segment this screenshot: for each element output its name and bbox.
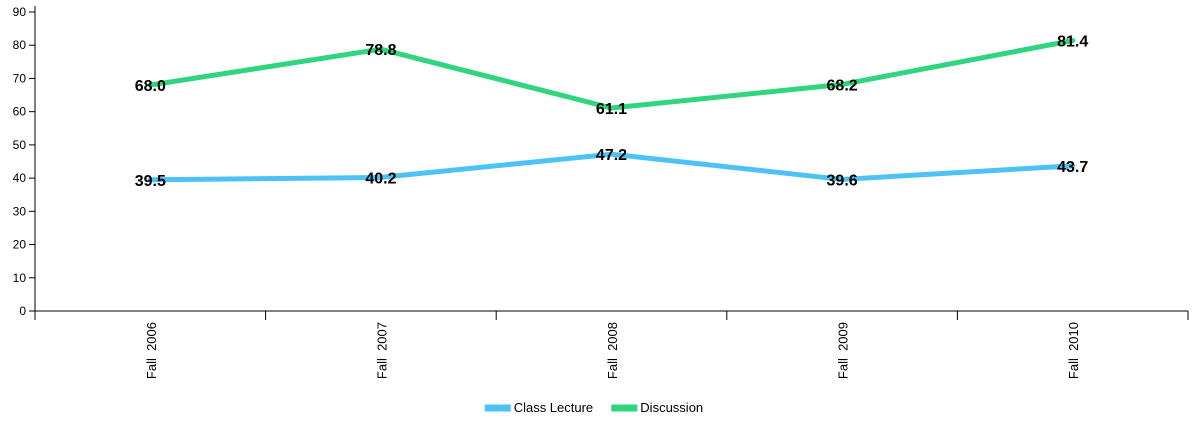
- data-point-class-lecture: [1070, 163, 1076, 169]
- y-tick-label: 30: [13, 204, 27, 218]
- legend-label-discussion: Discussion: [640, 400, 703, 415]
- data-label-class-lecture: 43.7: [1057, 159, 1088, 176]
- data-point-discussion: [609, 105, 614, 111]
- y-tick-label: 50: [13, 138, 27, 152]
- y-tick-label: 40: [13, 171, 27, 185]
- x-tick-label: Fall 2006: [144, 322, 159, 379]
- y-axis: 0 10 20 30 40 50 60 70 80 90: [13, 5, 36, 318]
- x-tick-label: Fall 2008: [605, 322, 620, 379]
- data-point-class-lecture: [378, 174, 384, 180]
- y-tick-label: 90: [13, 5, 27, 19]
- data-label-class-lecture: 40.2: [365, 170, 396, 187]
- data-point-discussion: [839, 81, 845, 87]
- x-tick-label: Fall 2009: [836, 322, 851, 379]
- data-label-discussion: 61.1: [596, 101, 627, 118]
- data-point-class-lecture: [839, 176, 845, 182]
- data-point-class-lecture: [147, 177, 153, 183]
- data-label-discussion: 68.0: [135, 78, 166, 95]
- data-labels: 39.5 40.2 47.2 39.6 43.7 68.0 78.8 61.1 68.2 81.4: [135, 34, 1089, 190]
- x-tick-label: Fall 2007: [374, 322, 389, 379]
- data-label-class-lecture: 47.2: [596, 147, 627, 164]
- legend-swatch-discussion: [611, 404, 638, 412]
- data-label-discussion: 68.2: [827, 77, 858, 94]
- y-tick-label: 80: [13, 38, 27, 52]
- data-label-discussion: 81.4: [1057, 34, 1088, 51]
- data-label-class-lecture: 39.5: [135, 173, 166, 190]
- y-tick-label: 60: [13, 105, 27, 119]
- y-tick-label: 0: [19, 304, 26, 318]
- legend-swatch-class-lecture: [484, 404, 511, 412]
- data-label-discussion: 78.8: [365, 42, 396, 59]
- x-tick-label: Fall 2010: [1066, 322, 1081, 379]
- data-point-discussion: [378, 46, 384, 52]
- data-point-class-lecture: [609, 151, 614, 157]
- y-tick-label: 10: [13, 271, 27, 285]
- legend: Class Lecture Discussion: [484, 400, 703, 415]
- data-point-discussion: [147, 82, 153, 88]
- series-layer: [147, 38, 1076, 183]
- y-tick-label: 70: [13, 71, 27, 85]
- x-axis: Fall 2006 Fall 2007 Fall 2008 Fall 2009 Fall…: [34, 310, 1189, 379]
- y-tick-label: 20: [13, 238, 27, 252]
- data-label-class-lecture: 39.6: [827, 172, 858, 189]
- data-point-discussion: [1070, 38, 1076, 44]
- legend-label-class-lecture: Class Lecture: [514, 400, 593, 415]
- series-line-discussion: [147, 38, 1076, 111]
